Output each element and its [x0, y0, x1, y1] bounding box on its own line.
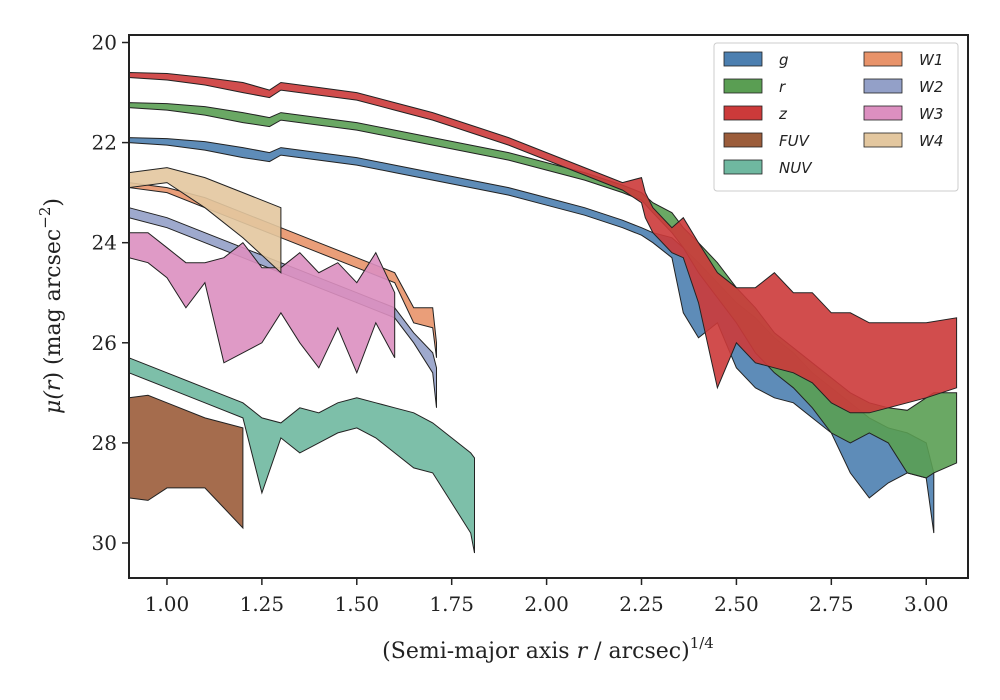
legend-label-nuv: NUV — [779, 159, 813, 177]
series-band-nuv — [128, 357, 475, 554]
series-band-w4 — [128, 167, 282, 274]
x-axis-label: (Semi-major axis r / arcsec)1/4 — [382, 634, 714, 664]
series-band-w3 — [128, 232, 396, 375]
x-tick-label: 2.25 — [619, 592, 664, 616]
x-tick-label: 1.25 — [240, 592, 285, 616]
x-tick-label: 1.75 — [429, 592, 474, 616]
x-tick-label: 1.50 — [335, 592, 380, 616]
y-tick-label: 28 — [92, 431, 117, 455]
legend-label-g: g — [779, 51, 789, 69]
legend-swatch-w4 — [863, 132, 903, 148]
y-tick-label: 26 — [92, 331, 117, 355]
plot-frame — [128, 34, 969, 579]
legend-label-z: z — [778, 105, 788, 123]
y-axis-label: μ(r) (mag arcsec−2) — [36, 198, 66, 414]
legend-label-fuv: FUV — [779, 132, 811, 150]
plot-area — [128, 71, 958, 554]
legend-label-w3: W3 — [919, 105, 943, 123]
x-tick-label: 3.00 — [904, 592, 949, 616]
y-tick-label: 20 — [92, 31, 117, 55]
legend-label-w1: W1 — [919, 51, 943, 69]
legend-label-w2: W2 — [919, 78, 943, 96]
legend-swatch-fuv — [723, 132, 763, 148]
x-tick-label: 2.75 — [809, 592, 854, 616]
x-tick-label: 1.00 — [145, 592, 190, 616]
x-tick-label: 2.00 — [524, 592, 569, 616]
legend-swatch-w3 — [863, 105, 903, 121]
legend-swatch-w2 — [863, 78, 903, 94]
series-band-r — [128, 102, 958, 479]
legend-swatch-nuv — [723, 159, 763, 175]
legend-swatch-z — [723, 105, 763, 121]
legend-swatch-w1 — [863, 51, 903, 67]
y-tick-label: 22 — [92, 131, 117, 155]
legend-swatch-r — [723, 78, 763, 94]
legend-swatch-g — [723, 51, 763, 67]
x-axis: 1.00 1.25 1.50 1.75 2.00 2.25 2.50 2.75 3.00 — [145, 578, 949, 616]
legend-label-w4: W4 — [919, 132, 943, 150]
series-band-z — [128, 71, 958, 414]
legend-label-r: r — [779, 78, 786, 96]
series-band-g — [128, 137, 935, 534]
series-band-fuv — [128, 394, 244, 530]
y-tick-label: 24 — [92, 231, 117, 255]
legend: grz FUV NUV W1 W2 W3 W4 — [713, 42, 959, 192]
y-axis: 20 22 24 26 28 30 — [92, 31, 129, 555]
x-tick-label: 2.50 — [714, 592, 759, 616]
y-tick-label: 30 — [92, 531, 117, 555]
